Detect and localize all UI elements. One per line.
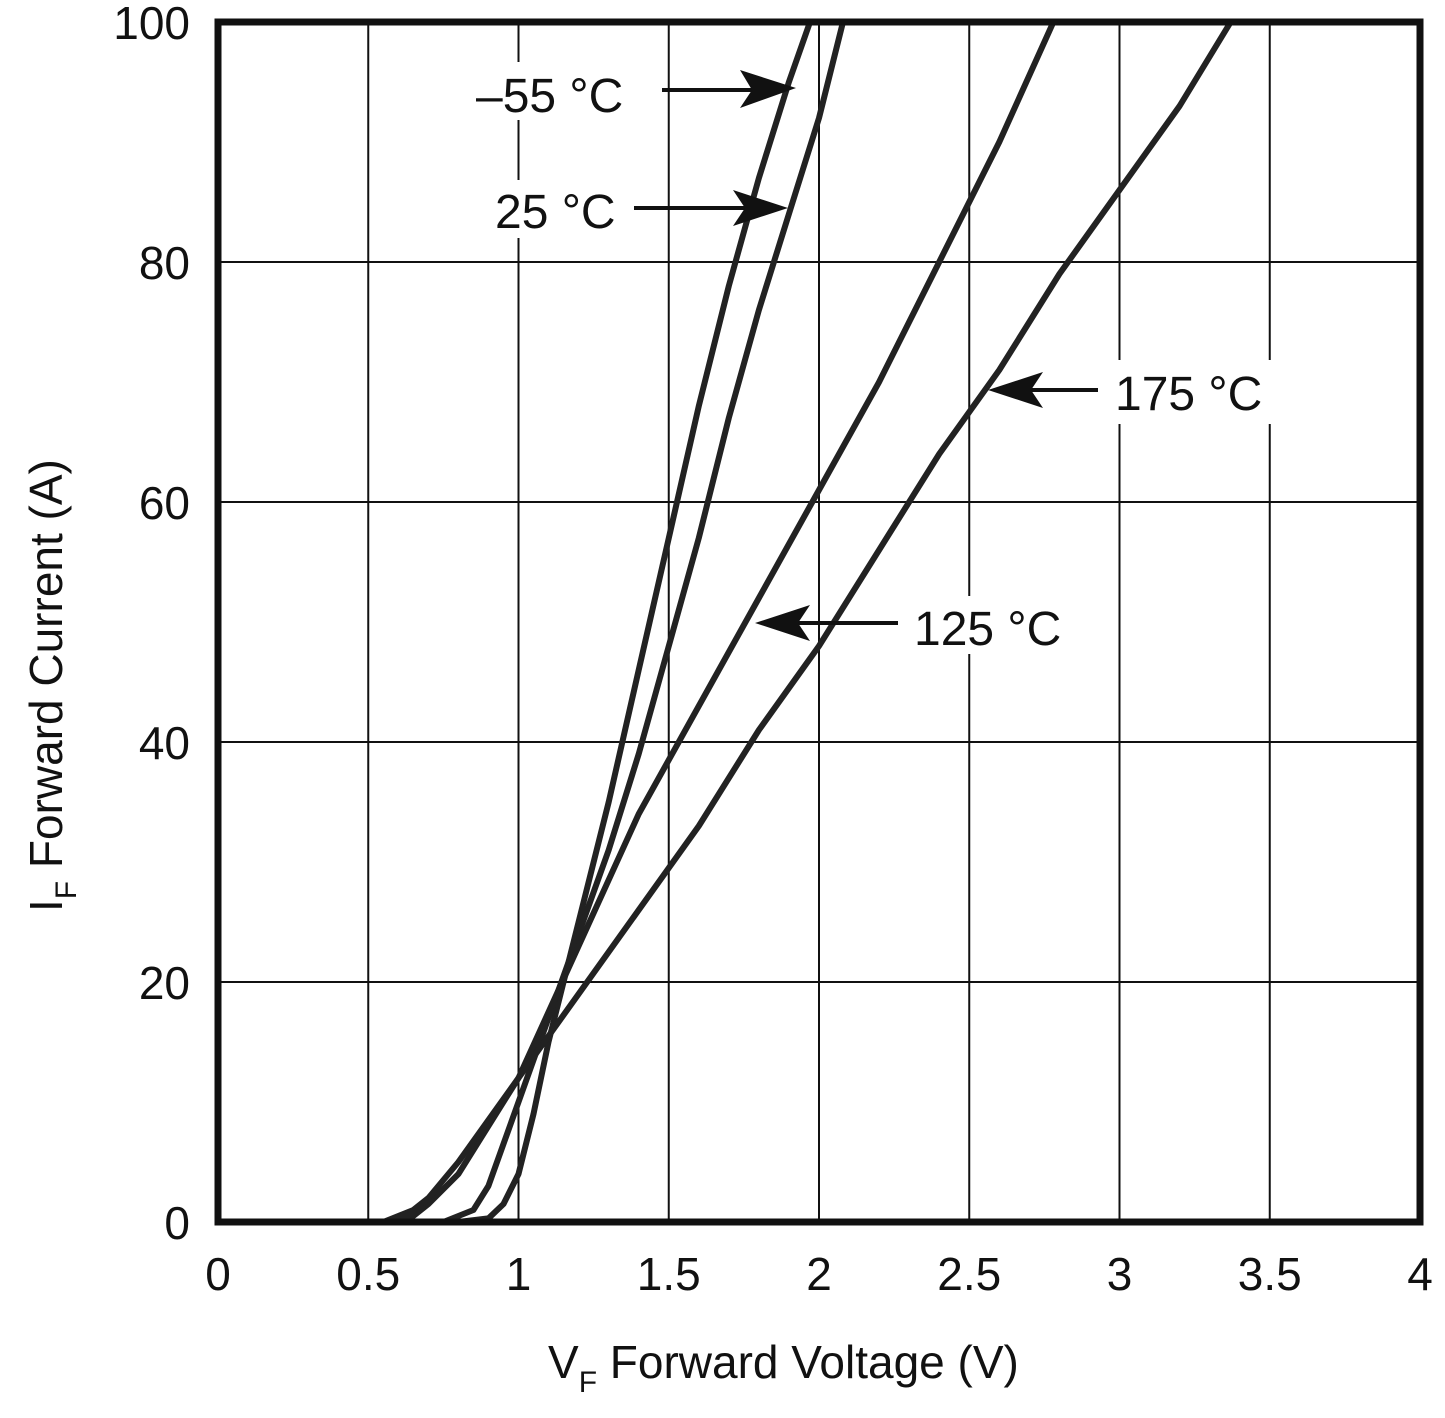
annotation-175: 175 °C [988, 360, 1284, 424]
x-tick-label: 2.5 [937, 1248, 1001, 1300]
annotation-minus55-label: –55 °C [476, 70, 623, 123]
plot-frame [214, 18, 1424, 1226]
x-tick-label: 0 [205, 1248, 231, 1300]
x-tick-label: 2 [806, 1248, 832, 1300]
annotation-25: 25 °C [490, 180, 788, 239]
series-line-3 [215, 19, 1234, 1225]
annotation-175-label: 175 °C [1115, 368, 1262, 421]
x-tick-label: 4 [1407, 1248, 1433, 1300]
series-line-2 [215, 19, 1057, 1225]
x-axis-title: VF Forward Voltage (V) [548, 1336, 1019, 1399]
arrow-icon [755, 605, 810, 641]
x-tick-label: 3.5 [1238, 1248, 1302, 1300]
x-tick-label: 1 [506, 1248, 532, 1300]
arrow-icon [988, 372, 1043, 408]
y-tick-label: 60 [139, 477, 190, 529]
x-tick-label: 1.5 [637, 1248, 701, 1300]
y-tick-label: 20 [139, 957, 190, 1009]
y-tick-label: 100 [113, 0, 190, 49]
annotation-125: 125 °C [755, 596, 1080, 656]
x-tick-label: 0.5 [336, 1248, 400, 1300]
annotations: –55 °C 25 °C 125 °C 175 °C [472, 62, 1284, 656]
y-tick-labels: 0 20 40 60 80 100 [113, 0, 190, 1249]
x-tick-labels: 0 0.5 1 1.5 2 2.5 3 3.5 4 [205, 1248, 1433, 1300]
arrow-icon [740, 70, 796, 108]
annotation-minus55: –55 °C [472, 62, 796, 123]
y-tick-label: 0 [164, 1197, 190, 1249]
y-tick-label: 80 [139, 237, 190, 289]
series-line-1 [215, 19, 846, 1225]
annotation-125-label: 125 °C [914, 603, 1061, 656]
y-axis-title: IF Forward Current (A) [20, 459, 83, 912]
x-tick-label: 3 [1107, 1248, 1133, 1300]
annotation-25-label: 25 °C [495, 186, 616, 239]
arrow-icon [733, 190, 788, 226]
y-tick-label: 40 [139, 717, 190, 769]
